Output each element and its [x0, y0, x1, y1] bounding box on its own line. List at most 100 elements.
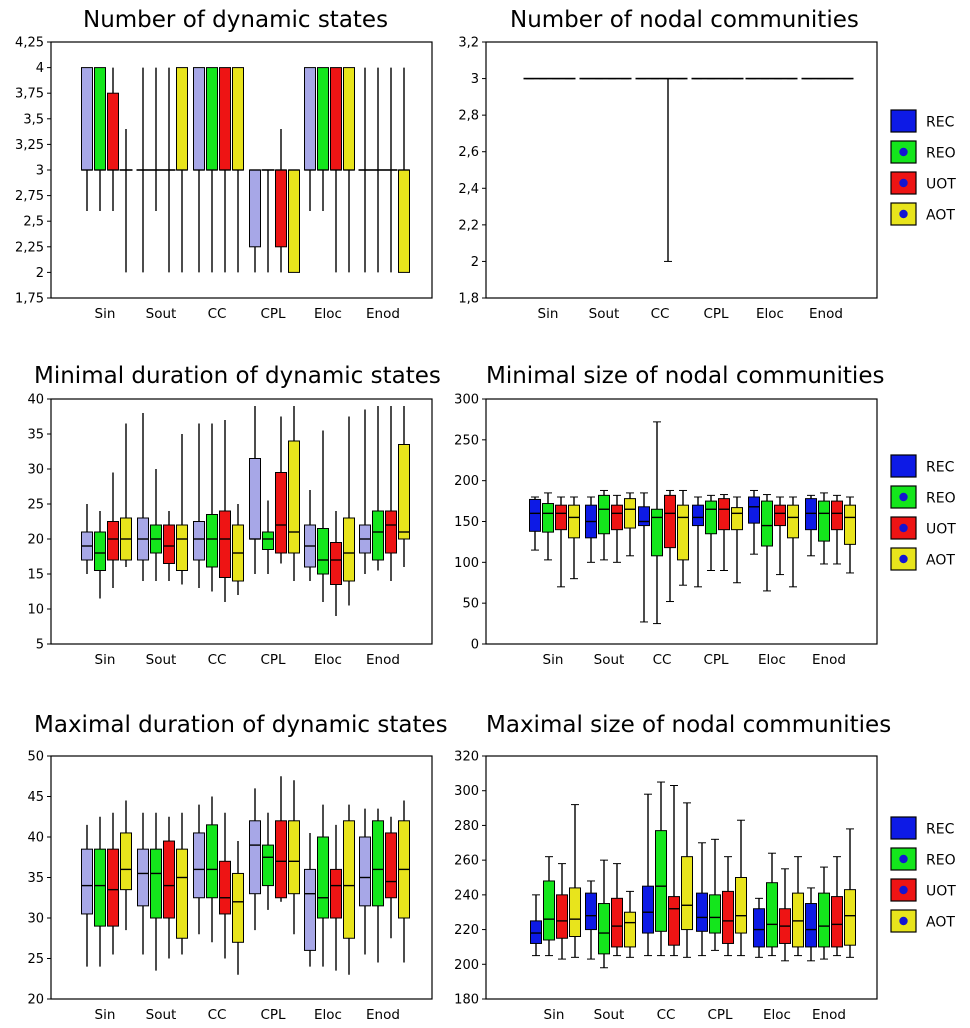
iqr-box	[611, 504, 623, 531]
x-category-label: CC	[208, 306, 227, 322]
iqr-box	[568, 504, 580, 539]
iqr-box	[731, 507, 743, 531]
box-reo	[150, 469, 162, 581]
x-category-label: CC	[653, 652, 672, 668]
box-reo	[317, 804, 329, 967]
chart-1: Number of nodal communities 1,8 2 2,2 2,4 2,6…	[458, 7, 878, 322]
iqr-box	[275, 820, 287, 899]
iqr-box	[232, 872, 244, 943]
iqr-box	[735, 877, 747, 934]
iqr-box	[317, 67, 329, 171]
iqr-box	[542, 503, 554, 533]
iqr-box	[556, 894, 568, 939]
box-uot	[107, 472, 119, 588]
iqr-box	[107, 92, 119, 171]
y-tick-label: 2	[36, 266, 44, 281]
iqr-box	[398, 444, 410, 540]
box-reo	[705, 494, 717, 571]
box-aot	[343, 804, 355, 975]
box-reo	[150, 812, 162, 971]
box-aot	[288, 780, 300, 935]
chart-title: Minimal duration of dynamic states	[34, 363, 441, 389]
box-aot	[343, 67, 355, 273]
x-category-label: CPL	[703, 306, 729, 322]
x-category-label: Sin	[538, 306, 559, 322]
legend-marker-icon	[899, 147, 908, 157]
iqr-box	[638, 506, 650, 527]
box-rec	[137, 413, 149, 581]
iqr-box	[792, 892, 804, 948]
box-uot	[385, 816, 397, 939]
y-tick-label: 150	[454, 515, 479, 530]
box-aot	[398, 406, 410, 567]
iqr-box	[529, 498, 541, 532]
iqr-box	[705, 500, 717, 535]
box-uot	[275, 129, 287, 273]
box-aot	[681, 802, 693, 958]
legend-label: REC	[926, 822, 955, 838]
y-tick-label: 35	[27, 871, 44, 886]
box-rec	[805, 494, 817, 557]
box-rec	[638, 492, 650, 623]
box-uot	[162, 67, 176, 273]
legend-label: UOT	[926, 177, 956, 193]
y-tick-label: 3,25	[15, 138, 44, 153]
iqr-box	[176, 848, 188, 939]
iqr-box	[718, 498, 730, 531]
box-uot	[779, 868, 791, 962]
box-uot	[219, 420, 231, 602]
iqr-box	[275, 169, 287, 248]
x-category-label: CPL	[260, 1007, 286, 1023]
box-rec	[642, 793, 654, 957]
legend-label: AOT	[926, 553, 955, 569]
iqr-box	[664, 494, 676, 549]
box-reo	[94, 511, 106, 599]
box-reo	[206, 423, 218, 592]
iqr-box	[249, 458, 261, 540]
box-aot	[343, 416, 355, 606]
y-tick-label: 2,5	[23, 215, 44, 230]
y-tick-label: 4	[36, 61, 44, 76]
iqr-box	[787, 504, 799, 539]
box-rec	[81, 504, 93, 574]
iqr-box	[748, 496, 760, 524]
box-rec	[585, 880, 597, 960]
iqr-box	[805, 903, 817, 948]
box-uot	[384, 67, 398, 273]
box-reo	[761, 494, 773, 592]
x-category-label: Eloc	[314, 652, 342, 668]
iqr-box	[372, 510, 384, 561]
x-category-label: Enod	[366, 652, 400, 668]
iqr-box	[193, 67, 205, 171]
y-tick-label: 10	[27, 603, 44, 618]
box-rec	[249, 788, 261, 931]
x-category-label: Sout	[594, 652, 625, 668]
iqr-box	[831, 896, 843, 948]
x-category-label: CC	[208, 652, 227, 668]
chart-title: Number of dynamic states	[83, 7, 388, 33]
iqr-box	[219, 510, 231, 578]
legend-marker-icon	[899, 885, 908, 895]
x-category-label: Eloc	[758, 652, 786, 668]
iqr-box	[598, 903, 610, 955]
legend-marker-icon	[899, 554, 908, 564]
box-uot	[163, 816, 175, 959]
chart-5: Maximal size of nodal communities 180 200 2…	[454, 712, 891, 1023]
box-aot	[176, 67, 188, 273]
iqr-box	[94, 531, 106, 571]
x-category-label: Sin	[95, 306, 116, 322]
box-rec	[136, 67, 150, 273]
box-aot	[120, 423, 132, 567]
box-aot	[844, 496, 856, 574]
iqr-box	[288, 820, 300, 895]
y-tick-label: 2,75	[15, 189, 44, 204]
box-rec	[249, 169, 261, 273]
iqr-box	[624, 498, 636, 529]
iqr-box	[206, 824, 218, 899]
chart-title: Number of nodal communities	[510, 7, 859, 33]
iqr-box	[343, 67, 355, 171]
y-tick-label: 2,2	[458, 218, 479, 233]
iqr-box	[193, 832, 205, 899]
iqr-box	[844, 504, 856, 545]
x-category-label: Eloc	[763, 1007, 791, 1023]
